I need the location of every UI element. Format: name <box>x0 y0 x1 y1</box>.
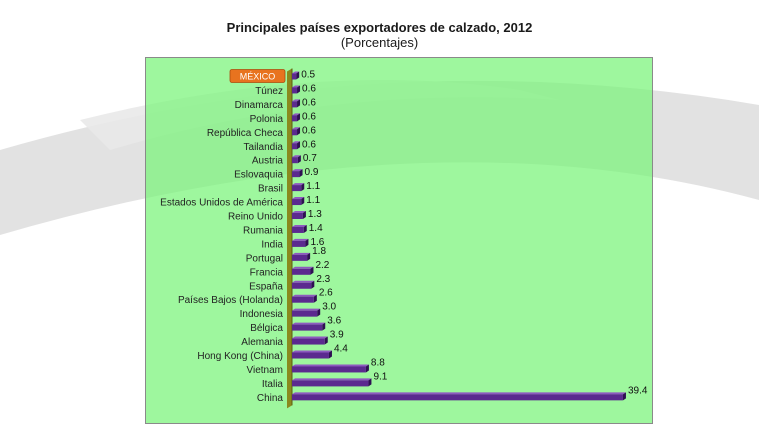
category-label: Tailandia <box>244 142 284 153</box>
value-label: 9.1 <box>373 371 387 382</box>
category-label: Alemania <box>241 337 283 348</box>
value-label: 2.2 <box>315 260 329 271</box>
bar <box>292 252 311 261</box>
bar <box>292 141 301 150</box>
category-label: Dinamarca <box>235 100 284 111</box>
bar <box>292 224 307 233</box>
bar <box>292 211 306 219</box>
chart-subtitle: (Porcentajes) <box>340 35 419 50</box>
category-label: MÉXICO <box>240 72 276 82</box>
category-label: Austria <box>252 156 284 167</box>
category-label: Vietnam <box>246 365 283 376</box>
value-label: 3.9 <box>330 330 344 341</box>
bar <box>292 85 301 94</box>
bar <box>292 197 305 206</box>
bar <box>292 238 309 247</box>
bar <box>292 294 317 303</box>
bar <box>292 322 326 331</box>
bar <box>292 336 328 345</box>
value-label: 1.6 <box>310 237 324 248</box>
category-label: Hong Kong (China) <box>197 351 283 362</box>
category-label: Bélgica <box>250 323 283 334</box>
category-label: Italia <box>262 379 284 390</box>
axis-wall <box>287 68 292 409</box>
chart-title: Principales países exportadores de calza… <box>226 20 533 35</box>
category-label: Polonia <box>250 114 284 125</box>
category-label: China <box>257 393 284 404</box>
value-label: 0.6 <box>302 97 316 108</box>
highlight-badge <box>229 69 286 83</box>
value-label: 1.3 <box>308 209 322 220</box>
category-label: Francia <box>250 267 284 278</box>
value-label: 4.4 <box>334 344 348 355</box>
category-label: Eslovaquia <box>234 170 283 181</box>
value-label: 39.4 <box>628 385 648 396</box>
value-label: 8.8 <box>371 357 385 368</box>
bar <box>292 155 301 164</box>
category-label: República Checa <box>207 128 284 139</box>
bar <box>292 99 301 108</box>
value-label: 3.6 <box>327 316 341 327</box>
bar <box>292 127 301 136</box>
bar <box>292 113 301 122</box>
bar <box>292 364 369 373</box>
bar <box>292 266 314 275</box>
bar <box>292 392 626 401</box>
category-label: España <box>249 281 283 292</box>
category-label: Rumania <box>243 225 283 236</box>
bar <box>292 71 300 80</box>
value-label: 1.4 <box>309 223 323 234</box>
value-label: 0.5 <box>301 70 315 81</box>
bar <box>292 183 305 192</box>
value-label: 1.1 <box>306 181 320 192</box>
value-label: 1.8 <box>312 246 326 257</box>
value-label: 2.6 <box>319 288 333 299</box>
category-label: Brasil <box>258 184 283 195</box>
category-label: Indonesia <box>240 309 284 320</box>
category-label: Estados Unidos de América <box>160 198 283 209</box>
bar <box>292 280 315 289</box>
value-label: 0.9 <box>305 167 319 178</box>
value-label: 1.1 <box>306 195 320 206</box>
value-label: 0.6 <box>302 83 316 94</box>
bar <box>292 169 303 178</box>
value-label: 0.6 <box>302 111 316 122</box>
category-label: Portugal <box>246 253 283 264</box>
value-label: 0.6 <box>302 125 316 136</box>
bar <box>292 378 372 387</box>
plot-area <box>145 57 653 424</box>
category-label: Países Bajos (Holanda) <box>178 295 283 306</box>
category-label: Reino Unido <box>228 212 283 223</box>
category-label: Túnez <box>255 86 283 97</box>
value-label: 0.6 <box>302 139 316 150</box>
value-label: 0.7 <box>303 153 317 164</box>
value-label: 3.0 <box>322 302 336 313</box>
value-label: 2.3 <box>316 274 330 285</box>
category-label: India <box>261 239 283 250</box>
bar <box>292 308 321 317</box>
bar <box>292 350 332 359</box>
